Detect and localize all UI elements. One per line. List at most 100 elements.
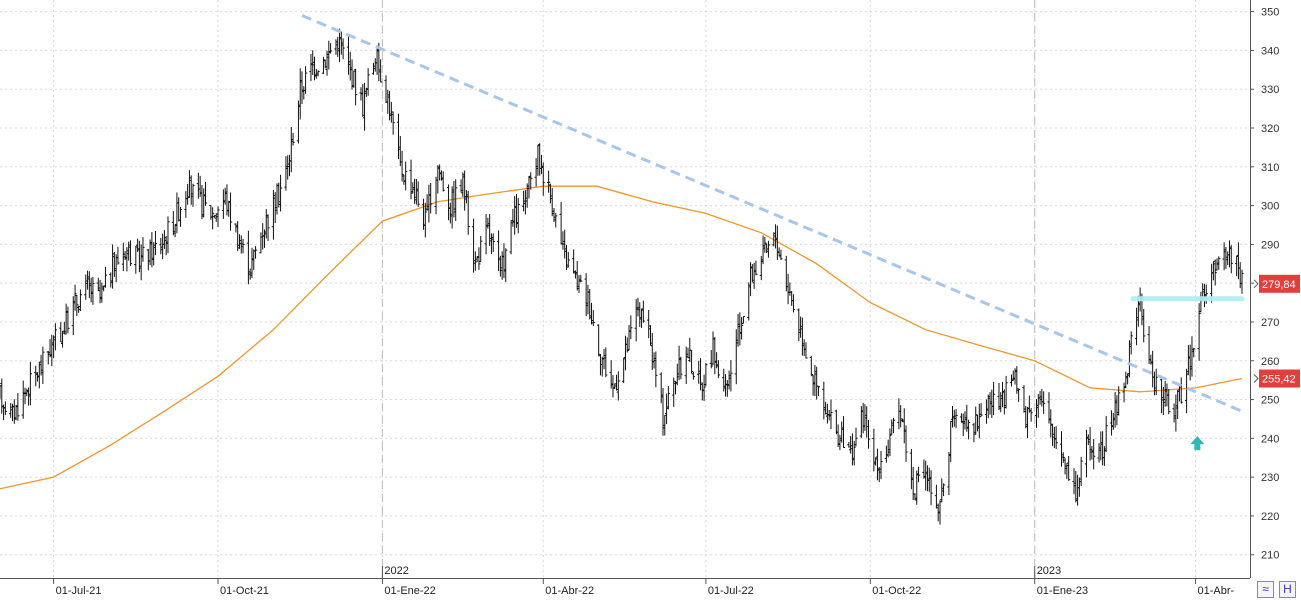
ohlc-bar: [579, 274, 583, 283]
ohlc-bar: [266, 214, 270, 241]
ohlc-bar: [1217, 256, 1221, 270]
ohlc-bar: [429, 183, 433, 214]
y-tick-label: 310: [1261, 162, 1279, 174]
ohlc-bar: [211, 207, 215, 230]
ohlc-bar: [641, 300, 645, 323]
ohlc-bar: [66, 306, 70, 334]
ohlc-bar: [566, 252, 570, 268]
ohlc-bar: [879, 450, 883, 480]
up-arrow-icon: [1190, 436, 1205, 451]
ohlc-bar: [691, 371, 695, 380]
y-tick-label: 290: [1261, 239, 1279, 251]
ohlc-bar: [604, 347, 608, 378]
ohlc-bar: [829, 399, 833, 430]
ohlc-bar: [1154, 368, 1158, 396]
x-tick-label: 01-Abr-: [1198, 585, 1235, 597]
price-tag-box: [1259, 274, 1300, 293]
ohlc-bar: [763, 237, 767, 253]
ohlc-bar: [1229, 245, 1233, 274]
ohlc-bar: [1079, 456, 1083, 487]
ohlc-bar: [316, 70, 320, 77]
ohlc-bar: [241, 238, 245, 254]
ohlc-bar: [616, 371, 620, 401]
ohlc-bar: [904, 425, 908, 462]
y-tick-label: 220: [1261, 511, 1279, 523]
ohlc-bar: [228, 192, 233, 231]
price-bars: [0, 28, 1244, 525]
ohlc-bar: [366, 68, 370, 96]
ohlc-bar: [625, 337, 629, 353]
ohlc-bar: [809, 355, 813, 376]
y-tick-label: 270: [1261, 317, 1279, 329]
ohlc-bar: [666, 386, 670, 410]
ohlc-bar: [541, 162, 545, 196]
ohlc-bar: [791, 294, 796, 313]
ohlc-bar: [547, 170, 551, 193]
y-tick-label: 230: [1261, 472, 1279, 484]
ohlc-bar: [529, 172, 533, 190]
ohlc-bar: [929, 470, 933, 506]
ohlc-bar: [916, 466, 921, 483]
ohlc-bar: [216, 206, 220, 228]
ohlc-bar: [854, 427, 858, 447]
ohlc-bar: [891, 417, 896, 434]
ohlc-bar: [16, 393, 20, 421]
ohlc-bar: [278, 174, 283, 212]
ohlc-bar: [153, 231, 158, 256]
x-tick-label: 01-Abr-22: [545, 585, 594, 597]
ohlc-bar: [253, 246, 258, 259]
ohlc-bar: [1092, 438, 1096, 470]
y-tick-label: 350: [1261, 7, 1279, 19]
ohlc-bar: [178, 206, 183, 227]
ohlc-bar: [704, 362, 708, 387]
ohlc-bar: [479, 236, 483, 263]
ohlc-bar: [491, 233, 495, 252]
ohlc-bar: [841, 416, 846, 449]
ohlc-bar: [629, 315, 633, 340]
y-tick-label: 210: [1261, 550, 1279, 562]
moving-average-layer: [0, 185, 1243, 490]
y-tick-label: 300: [1261, 201, 1279, 213]
wave-icon[interactable]: ≈: [1257, 581, 1274, 598]
y-tick-label: 240: [1261, 433, 1279, 445]
ohlc-bar: [1104, 416, 1108, 453]
ohlc-bar: [1017, 388, 1021, 402]
price-tag-label: 279,84: [1262, 279, 1296, 291]
ohlc-bar: [477, 247, 481, 270]
ohlc-bar: [689, 349, 694, 374]
ohlc-bar: [91, 276, 95, 305]
year-label: 2023: [1037, 565, 1061, 577]
y-tick-label: 320: [1261, 123, 1279, 135]
ohlc-bar: [466, 190, 470, 235]
ohlc-bar: [1067, 456, 1071, 481]
ohlc-bar: [852, 441, 856, 466]
year-label: 2022: [384, 565, 408, 577]
ohlc-bar: [400, 150, 404, 182]
price-tag-box: [1259, 369, 1300, 388]
ohlc-bar: [203, 181, 208, 206]
ohlc-bar: [729, 360, 733, 392]
ohlc-bar: [516, 197, 520, 234]
ohlc-bar: [53, 323, 57, 351]
ohlc-bar: [1213, 259, 1217, 286]
ohlc-bar: [888, 428, 892, 457]
ohlc-bar: [141, 237, 145, 262]
ohlc-bar: [992, 381, 996, 415]
ohlc-bar: [941, 483, 946, 497]
ohlc-bar: [1197, 303, 1201, 361]
x-tick-label: 01-Ene-22: [384, 585, 435, 597]
ohlc-bar: [1240, 269, 1244, 294]
ohlc-bar: [291, 132, 295, 146]
y-tick-label: 330: [1261, 84, 1279, 96]
x-tick-label: 01-Jul-22: [708, 585, 754, 597]
price-tag-pointer: [1253, 279, 1259, 289]
downtrend-line: [301, 14, 1243, 413]
ohlc-bar: [303, 66, 308, 94]
ohlc-bar: [379, 59, 383, 83]
ohlc-bar: [341, 38, 345, 60]
ohlc-bar: [1004, 375, 1008, 409]
ohlc-bar: [804, 342, 808, 359]
save-icon[interactable]: H: [1279, 581, 1296, 598]
ohlc-bar: [1029, 408, 1033, 422]
ohlc-bar: [329, 43, 333, 54]
